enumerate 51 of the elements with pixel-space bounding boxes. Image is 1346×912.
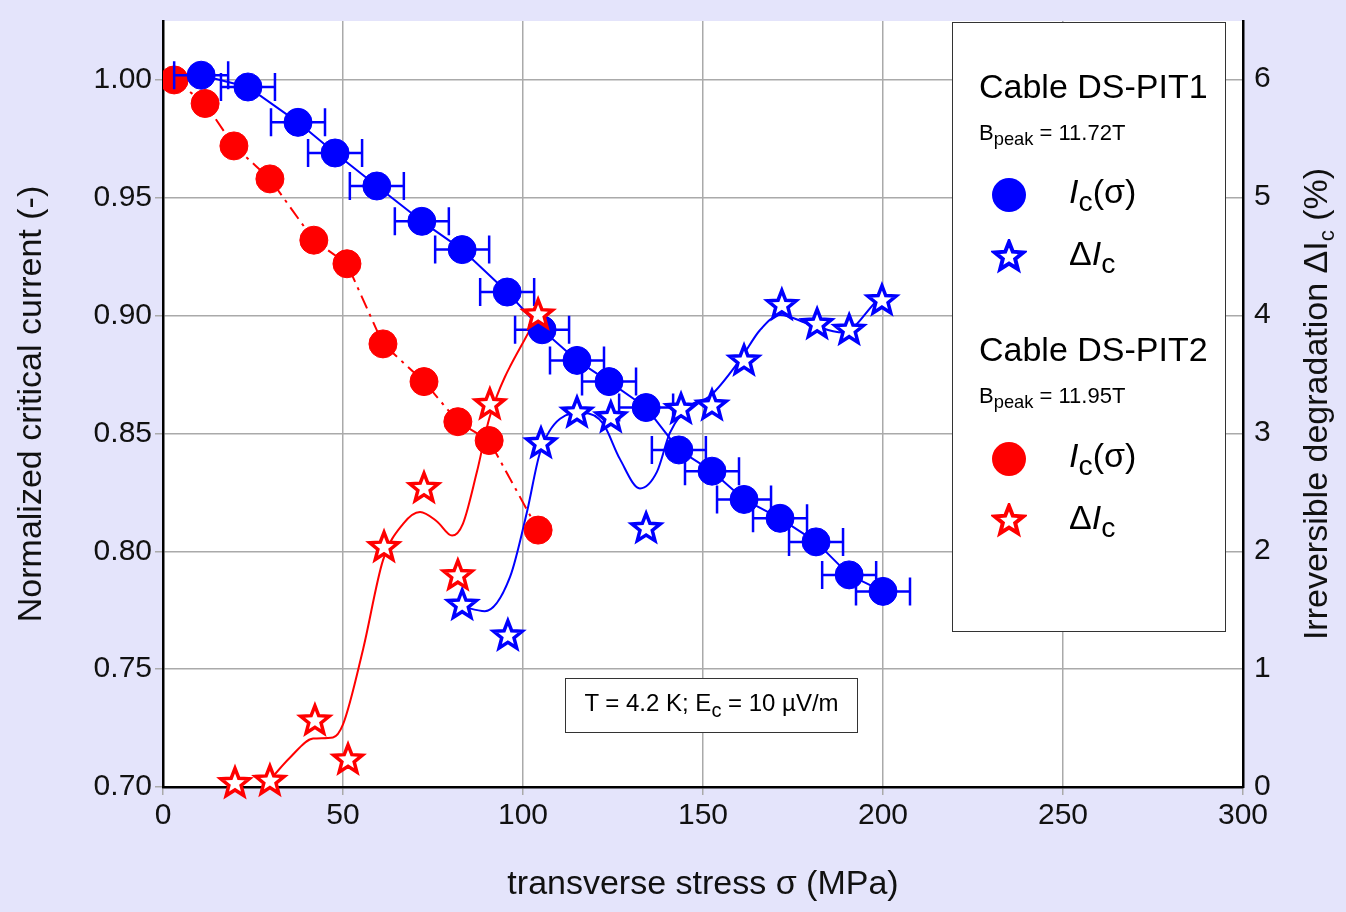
point: [522, 424, 560, 460]
x-axis-title: transverse stress σ (MPa): [507, 863, 899, 902]
y-tick-label: 0.85: [93, 414, 152, 448]
point: [474, 426, 504, 456]
point: [368, 329, 398, 359]
legend-label: ΔI$_{c}$: [1069, 497, 1116, 544]
point: [219, 131, 249, 161]
y-tick-label: 0.95: [93, 179, 152, 213]
point: [492, 277, 522, 307]
point: [443, 407, 473, 437]
y2-tick-label: 6: [1254, 60, 1271, 94]
x-tick-label: 250: [1037, 797, 1089, 831]
x-tick-label: 100: [497, 797, 549, 831]
annotation: B$_{peak}$ = 11.72T: [979, 120, 1127, 151]
point: [664, 435, 694, 465]
annotation: Cable DS-PIT1: [979, 67, 1209, 106]
y2-tick-label: 2: [1254, 532, 1271, 566]
annotation: Cable DS-PIT2: [979, 330, 1209, 370]
x-tick-label: 200: [857, 797, 909, 831]
annotation: B$_{peak}$ = 11.95T: [979, 383, 1127, 414]
x-tick-label: 150: [677, 797, 729, 831]
point: [233, 72, 263, 102]
point: [255, 164, 285, 194]
legend-label: I$_{c}$(σ): [1069, 172, 1137, 219]
point: [299, 225, 329, 255]
x-tick-label: 50: [326, 797, 360, 831]
point: [190, 88, 220, 118]
x-tick-label: 0: [154, 797, 172, 831]
y2-axis-title: Irreversible degradation ΔIc (%): [1296, 167, 1340, 641]
y-tick-label: 0.70: [93, 768, 152, 802]
point: [523, 515, 553, 545]
annotation: T = 4.2 K; E$_{c}$ = 10 µV/m: [584, 689, 839, 722]
legend-label: I$_{c}$(σ): [1069, 435, 1137, 482]
y2-tick-label: 1: [1254, 650, 1271, 684]
point: [697, 456, 727, 486]
y-tick-label: 0.75: [93, 650, 152, 684]
y-tick-label: 0.90: [93, 296, 152, 330]
y2-tick-label: 4: [1254, 296, 1271, 330]
point: [332, 249, 362, 279]
point: [186, 60, 216, 90]
point: [320, 138, 350, 168]
point: [834, 560, 864, 590]
point: [409, 367, 439, 397]
y-tick-label: 0.80: [93, 532, 152, 566]
y2-tick-label: 3: [1254, 414, 1271, 448]
y2-tick-label: 5: [1254, 178, 1271, 212]
y-axis-title: Normalized critical current (-): [10, 185, 49, 623]
point: [362, 171, 392, 201]
y-tick-label: 1.00: [93, 61, 152, 95]
legend-label: ΔI$_{c}$: [1069, 234, 1116, 281]
point: [801, 527, 831, 557]
